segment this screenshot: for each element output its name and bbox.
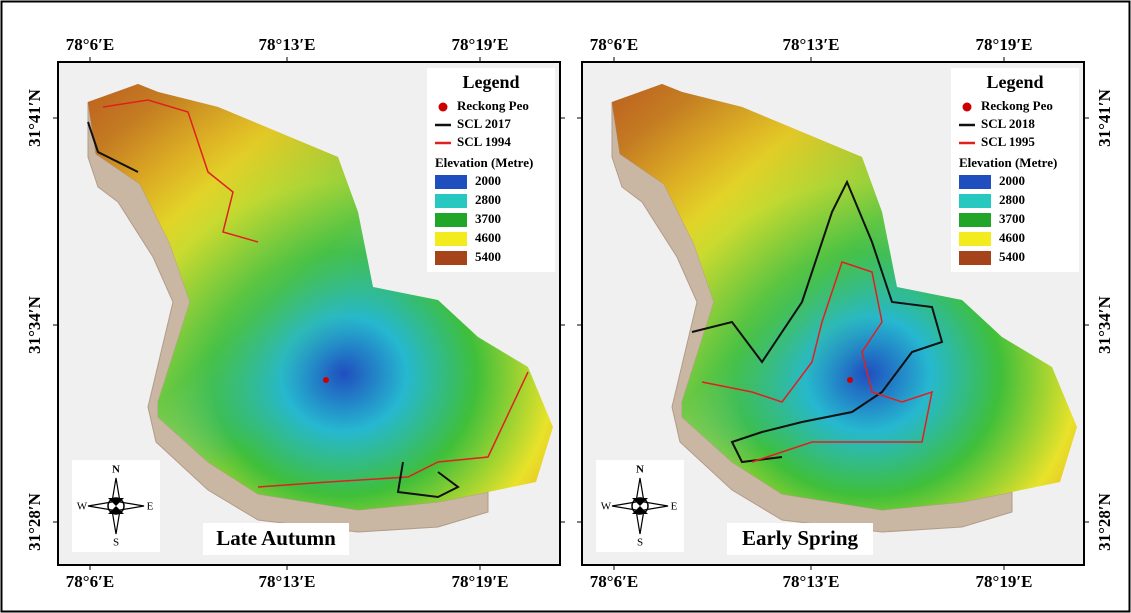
compass-s: S (637, 537, 643, 549)
x-label-bottom: 78°6′E (590, 572, 638, 591)
legend-elevation-swatch (435, 194, 467, 208)
y-label: 31°34′N (1095, 295, 1114, 354)
compass-n: N (636, 464, 644, 476)
legend-line-red-label: SCL 1994 (457, 134, 511, 149)
x-label-top: 78°19′E (976, 35, 1033, 54)
legend-elevation-title: Elevation (Metre) (959, 155, 1057, 170)
legend-elevation-swatch (435, 251, 467, 265)
legend-elevation-label: 2000 (999, 173, 1025, 188)
x-label-top: 78°6′E (590, 35, 638, 54)
legend-point-label: Reckong Peo (457, 98, 529, 113)
legend-line-black-label: SCL 2017 (457, 116, 511, 131)
legend-elevation-swatch (435, 175, 467, 189)
compass: N S E W (72, 460, 160, 552)
figure: 78°6′E 78°6′E 78°13′E 78°13′E 78°19′E 78°19′E… (0, 0, 1131, 613)
x-label-bottom: 78°13′E (259, 572, 316, 591)
x-label-top: 78°13′E (783, 35, 840, 54)
map-panel: 78°6′E 78°6′E 78°13′E 78°13′E 78°19′E 78°19′E… (25, 35, 565, 591)
legend-elevation-label: 2800 (475, 192, 501, 207)
legend-elevation-label: 2800 (999, 192, 1025, 207)
y-label: 31°41′N (25, 88, 44, 147)
legend-title: Legend (986, 72, 1043, 92)
x-label-bottom: 78°19′E (976, 572, 1033, 591)
compass-s: S (113, 537, 119, 549)
x-label-bottom: 78°13′E (783, 572, 840, 591)
legend-elevation-label: 4600 (999, 230, 1025, 245)
legend-elevation-label: 5400 (999, 249, 1025, 264)
map-panel: 78°6′E 78°6′E 78°13′E 78°13′E 78°19′E 78°19′E… (577, 35, 1114, 591)
reckong-peo-point (323, 377, 329, 383)
compass-e: E (671, 501, 678, 513)
legend-elevation-swatch (435, 213, 467, 227)
legend-elevation-swatch (435, 232, 467, 246)
panel-label: Late Autumn (216, 526, 336, 550)
y-label: 31°34′N (25, 295, 44, 354)
legend-elevation-swatch (959, 251, 991, 265)
legend-point-symbol (963, 103, 972, 112)
legend-elevation-label: 2000 (475, 173, 501, 188)
x-label-bottom: 78°19′E (452, 572, 509, 591)
y-label: 31°28′N (25, 492, 44, 551)
x-label-top: 78°6′E (66, 35, 114, 54)
legend-elevation-label: 3700 (475, 211, 501, 226)
compass-e: E (147, 501, 154, 513)
legend-elevation-swatch (959, 213, 991, 227)
legend-title: Legend (462, 72, 519, 92)
legend-elevation-swatch (959, 194, 991, 208)
legend-elevation-label: 5400 (475, 249, 501, 264)
legend-elevation-label: 3700 (999, 211, 1025, 226)
legend: Legend Reckong Peo SCL 2017 SCL 1994 Elevati… (427, 68, 555, 272)
panel-label: Early Spring (742, 526, 859, 550)
legend: Legend Reckong Peo SCL 2018 SCL 1995 Elevati… (951, 68, 1079, 272)
x-label-bottom: 78°6′E (66, 572, 114, 591)
legend-elevation-swatch (959, 175, 991, 189)
legend-line-black-label: SCL 2018 (981, 116, 1035, 131)
x-label-top: 78°13′E (259, 35, 316, 54)
legend-elevation-title: Elevation (Metre) (435, 155, 533, 170)
y-label: 31°41′N (1095, 88, 1114, 147)
reckong-peo-point (847, 377, 853, 383)
compass-w: W (601, 501, 612, 513)
compass-w: W (77, 501, 88, 513)
y-label: 31°28′N (1095, 492, 1114, 551)
compass: N S E W (596, 460, 684, 552)
compass-n: N (112, 464, 120, 476)
x-label-top: 78°19′E (452, 35, 509, 54)
legend-point-label: Reckong Peo (981, 98, 1053, 113)
legend-line-red-label: SCL 1995 (981, 134, 1035, 149)
legend-point-symbol (439, 103, 448, 112)
legend-elevation-label: 4600 (475, 230, 501, 245)
legend-elevation-swatch (959, 232, 991, 246)
